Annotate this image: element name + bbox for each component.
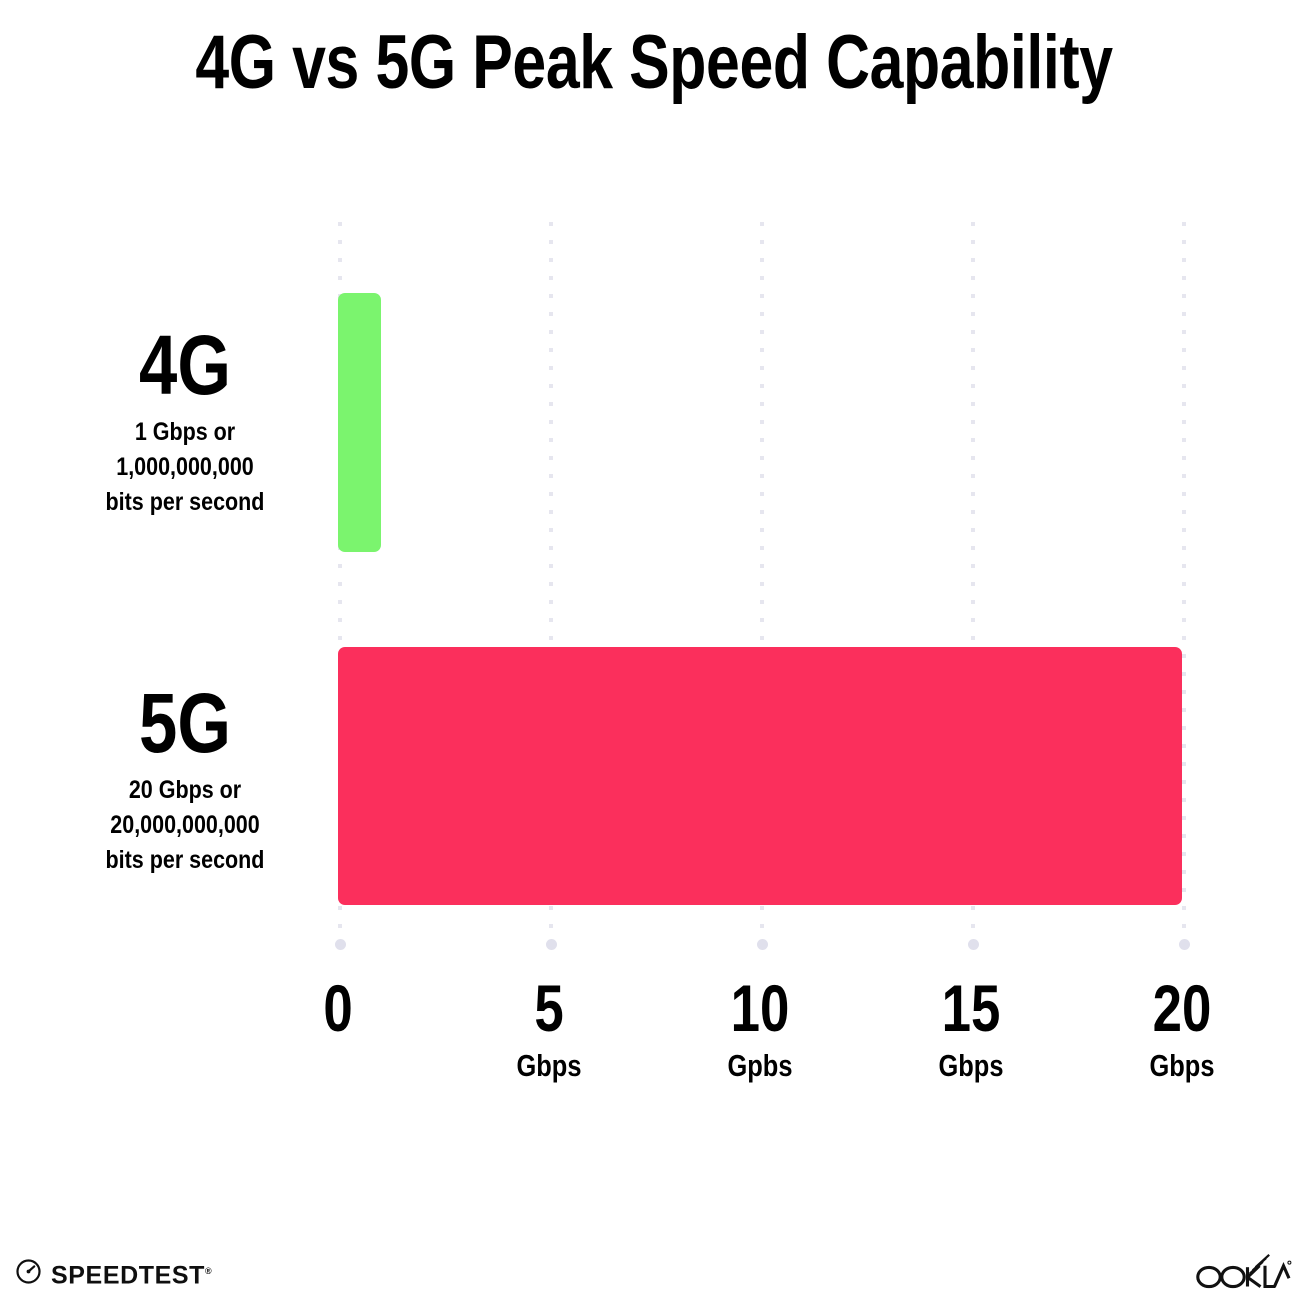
ookla-wordmark [1196, 1252, 1292, 1297]
x-axis-tick-unit: Gbps [938, 1048, 1004, 1083]
speedometer-icon [15, 1258, 42, 1290]
x-axis-tick-5: 5 Gbps [459, 975, 639, 1083]
x-axis-tick-value: 15 [941, 971, 1001, 1045]
x-axis-tick-value: 10 [730, 971, 790, 1045]
gridline-cap [546, 939, 557, 950]
gridline-cap [1179, 939, 1190, 950]
gridline-cap [757, 939, 768, 950]
page-title: 4G vs 5G Peak Speed Capability [195, 20, 1113, 105]
gridline-20 [1179, 222, 1190, 950]
x-axis-tick-10: 10 Gpbs [670, 975, 850, 1083]
x-axis-tick-20: 20 Gbps [1092, 975, 1272, 1083]
x-axis-tick-unit: Gbps [1149, 1048, 1215, 1083]
bar-5g [338, 647, 1182, 905]
gridline-5 [546, 222, 557, 950]
x-axis-tick-unit: Gpbs [727, 1048, 793, 1083]
registered-trademark-icon: ® [205, 1266, 212, 1277]
gridline-15 [968, 222, 979, 950]
x-axis-tick-value: 20 [1152, 971, 1212, 1045]
x-axis-tick-unit [264, 1049, 412, 1083]
gridline-10 [757, 222, 768, 950]
speedtest-logo: SPEEDTEST® [15, 1258, 212, 1290]
x-axis-tick-15: 15 Gbps [881, 975, 1061, 1083]
x-axis-tick-0: 0 [248, 975, 428, 1083]
speedtest-wordmark-text: SPEEDTEST [51, 1261, 206, 1290]
bar-4g [338, 293, 381, 552]
series-name-4g: 4G [139, 318, 231, 412]
gridline-cap [335, 939, 346, 950]
series-label-4g: 4G 1 Gbps or 1,000,000,000 bits per seco… [40, 318, 330, 520]
gridline-cap [968, 939, 979, 950]
x-axis-tick-value: 5 [534, 971, 564, 1045]
x-axis-tick-unit: Gbps [516, 1048, 582, 1083]
series-name-5g: 5G [139, 676, 231, 770]
series-detail-5g: 20 Gbps or 20,000,000,000 bits per secon… [105, 776, 265, 874]
ookla-logo [1196, 1252, 1292, 1297]
x-axis-tick-value: 0 [323, 971, 353, 1045]
series-label-5g: 5G 20 Gbps or 20,000,000,000 bits per se… [40, 676, 330, 878]
series-detail-4g: 1 Gbps or 1,000,000,000 bits per second [105, 418, 265, 516]
gridline-0 [335, 222, 346, 950]
speedtest-wordmark: SPEEDTEST® [51, 1259, 212, 1288]
